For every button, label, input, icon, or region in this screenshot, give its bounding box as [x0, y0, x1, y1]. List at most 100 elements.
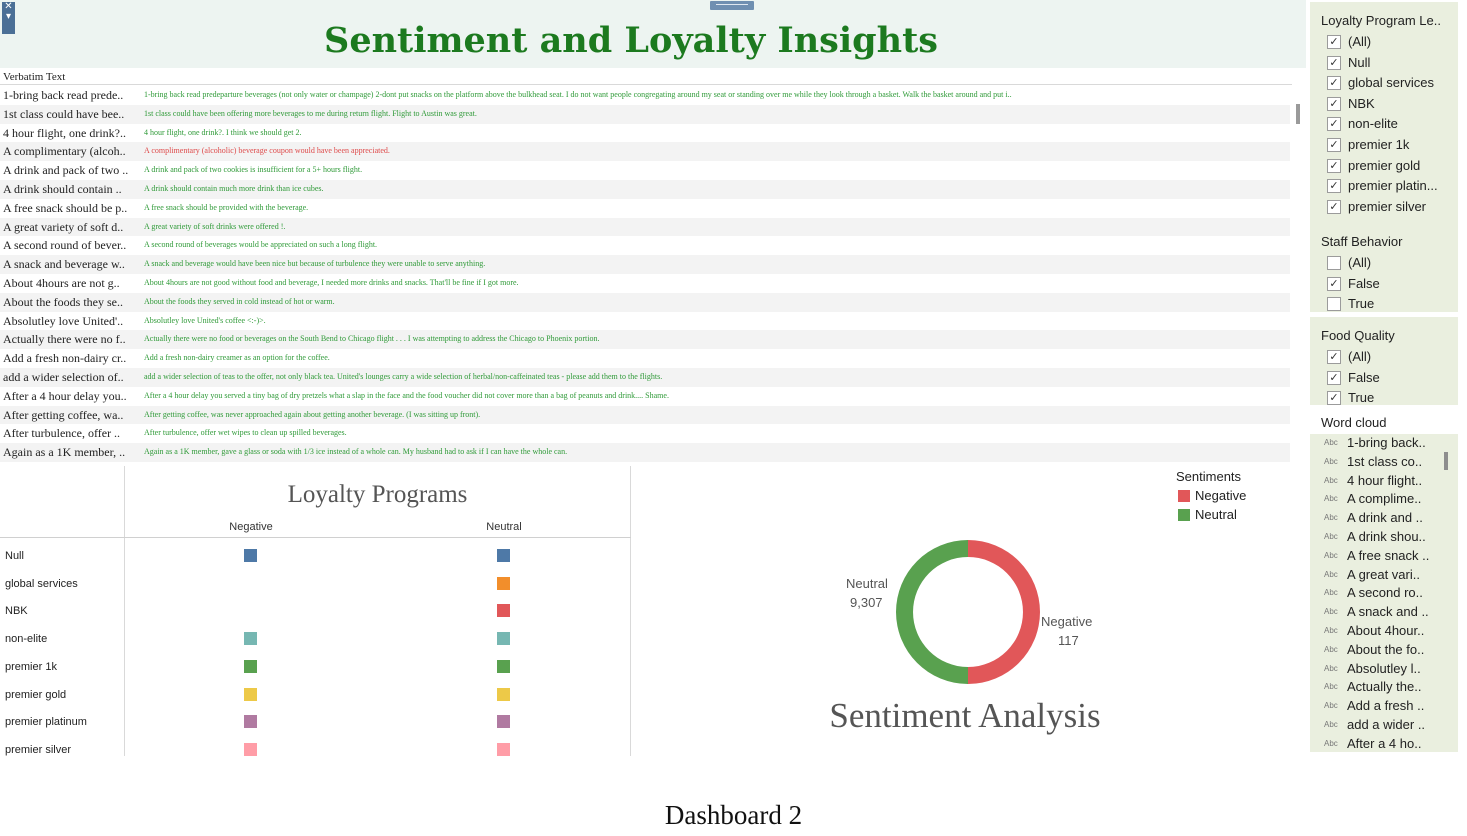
negative-mark[interactable]	[244, 687, 257, 701]
word-cloud-item-label: A great vari..	[1347, 566, 1420, 582]
column-header-negative: Negative	[229, 521, 273, 533]
checkbox[interactable]: ✓	[1327, 117, 1341, 132]
text-type-icon: Abc	[1324, 513, 1338, 523]
filter-option-label: (All)	[1348, 349, 1372, 364]
filter-staff-behavior: Staff Behavior (All) ✓ False True	[1310, 223, 1458, 312]
filter-title: Food Quality	[1321, 328, 1395, 343]
negative-mark[interactable]	[244, 742, 257, 756]
checkbox[interactable]	[1327, 297, 1341, 312]
table-row[interactable]: 1st class could have bee.. 1st class coul…	[0, 104, 1290, 124]
verbatim-text: Absolutley love United's coffee <:-)>.	[144, 315, 266, 325]
column-header-neutral: Neutral	[486, 521, 522, 533]
table-row[interactable]: Absolutley love United'.. Absolutley love…	[0, 312, 1290, 331]
table-row[interactable]: Actually there were no f.. Actually there…	[0, 330, 1290, 350]
negative-mark[interactable]	[244, 549, 257, 562]
neutral-mark[interactable]	[497, 715, 510, 729]
row-label: A drink and pack of two ..	[3, 163, 129, 178]
table-row[interactable]: After getting coffee, wa.. After getting …	[0, 405, 1290, 425]
table-row[interactable]: 4 hour flight, one drink?.. 4 hour flight…	[0, 124, 1290, 143]
table-row[interactable]: Add a fresh non-dairy cr.. Add a fresh no…	[0, 349, 1290, 368]
row-label: Actually there were no f..	[3, 332, 126, 347]
row-label: Add a fresh non-dairy cr..	[3, 351, 127, 366]
negative-mark[interactable]	[244, 632, 257, 646]
checkbox[interactable]: ✓	[1327, 138, 1341, 152]
slice-label-neutral: Neutral	[846, 576, 888, 591]
checkbox[interactable]	[1327, 256, 1341, 270]
checkbox[interactable]: ✓	[1327, 158, 1341, 173]
checkbox[interactable]: ✓	[1327, 199, 1341, 214]
loyalty-programs-panel: Loyalty Programs Negative Neutral Null gl…	[0, 466, 631, 756]
neutral-mark[interactable]	[497, 576, 510, 590]
table-row[interactable]: A drink and pack of two .. A drink and pa…	[0, 161, 1290, 180]
table-row: Null	[0, 547, 631, 567]
row-label: NBK	[5, 605, 28, 618]
text-type-icon: Abc	[1324, 607, 1338, 617]
neutral-mark[interactable]	[497, 687, 510, 701]
donut-slice-negative[interactable]	[968, 540, 1040, 684]
negative-mark[interactable]	[244, 715, 257, 729]
table-row[interactable]: About the foods they se.. About the foods…	[0, 292, 1290, 312]
dashboard: Sentiment and Loyalty Insights ✕ ▾ Verbat…	[0, 0, 1458, 756]
close-icon[interactable]: ✕ ▾	[2, 2, 15, 34]
verbatim-text: After a 4 hour delay you served a tiny b…	[144, 390, 669, 400]
word-cloud-item-label: 4 hour flight..	[1347, 472, 1423, 488]
table-row: global services	[0, 575, 631, 595]
word-cloud-item-label: A complime..	[1347, 491, 1422, 507]
verbatim-text: About the foods they served in cold inst…	[144, 296, 335, 306]
drag-handle[interactable]	[710, 1, 754, 10]
neutral-mark[interactable]	[497, 604, 510, 618]
table-row[interactable]: About 4hours are not g.. About 4hours are…	[0, 274, 1290, 293]
row-label: A snack and beverage w..	[3, 257, 125, 272]
legend-title: Sentiments	[1176, 469, 1242, 484]
table-row[interactable]: 1-bring back read prede.. 1-bring back re…	[0, 86, 1290, 105]
table-row[interactable]: A free snack should be p.. A free snack s…	[0, 199, 1290, 218]
filter-food-quality: Food Quality ✓ (All) ✓ False ✓ True	[1310, 317, 1458, 406]
checkbox[interactable]: ✓	[1327, 76, 1341, 91]
legend-swatch	[1178, 490, 1190, 502]
table-row[interactable]: After turbulence, offer .. After turbulen…	[0, 424, 1290, 443]
text-type-icon: Abc	[1324, 550, 1338, 560]
checkbox[interactable]: ✓	[1327, 370, 1341, 385]
checkbox[interactable]: ✓	[1327, 35, 1341, 49]
table-row[interactable]: A drink should contain .. A drink should …	[0, 179, 1290, 199]
neutral-mark[interactable]	[497, 549, 510, 562]
verbatim-text: A snack and beverage would have been nic…	[144, 259, 486, 269]
checkbox[interactable]: ✓	[1327, 350, 1341, 364]
verbatim-text: A second round of beverages would be app…	[144, 240, 378, 250]
row-label: A second round of bever..	[3, 238, 127, 253]
checkbox[interactable]: ✓	[1327, 55, 1341, 70]
table-row[interactable]: A complimentary (alcoh.. A complimentary …	[0, 142, 1290, 162]
verbatim-scrollbar[interactable]	[1296, 104, 1300, 124]
table-row[interactable]: A great variety of soft d.. A great varie…	[0, 217, 1290, 237]
row-label: 1st class could have bee..	[3, 106, 125, 121]
figure-caption: Dashboard 2	[664, 800, 803, 830]
table-row[interactable]: add a wider selection of.. add a wider se…	[0, 367, 1290, 387]
word-cloud-scrollbar[interactable]	[1444, 452, 1448, 470]
word-cloud-title: Word cloud	[1321, 415, 1387, 430]
title-band: Sentiment and Loyalty Insights	[0, 0, 1306, 68]
neutral-mark[interactable]	[497, 659, 510, 673]
checkbox[interactable]: ✓	[1327, 96, 1341, 111]
row-label: A great variety of soft d..	[3, 219, 124, 234]
verbatim-text: A great variety of soft drinks were offe…	[144, 221, 286, 231]
neutral-mark[interactable]	[497, 742, 510, 756]
checkbox[interactable]: ✓	[1327, 179, 1341, 194]
filter-option-label: False	[1348, 369, 1380, 385]
word-cloud-item-label: Absolutley l..	[1347, 660, 1421, 676]
table-row[interactable]: Again as a 1K member, .. Again as a 1K me…	[0, 443, 1290, 462]
neutral-mark[interactable]	[497, 632, 510, 646]
row-label: add a wider selection of..	[3, 369, 124, 384]
negative-mark[interactable]	[244, 659, 257, 673]
legend-label: Neutral	[1195, 507, 1237, 522]
table-row[interactable]: After a 4 hour delay you.. After a 4 hour…	[0, 387, 1290, 406]
table-row[interactable]: A second round of bever.. A second round …	[0, 236, 1290, 255]
word-cloud-item-label: About 4hour..	[1347, 623, 1425, 638]
table-row[interactable]: A snack and beverage w.. A snack and beve…	[0, 255, 1290, 274]
checkbox[interactable]: ✓	[1327, 391, 1341, 406]
word-cloud-item-label: Actually the..	[1347, 679, 1422, 695]
row-label: A drink should contain ..	[3, 181, 122, 196]
filter-loyalty-program: Loyalty Program Le.. ✓ (All) ✓ Null ✓ global …	[1310, 2, 1458, 224]
checkbox[interactable]: ✓	[1327, 276, 1341, 291]
divider	[0, 537, 631, 538]
donut-slice-neutral[interactable]	[896, 540, 968, 684]
